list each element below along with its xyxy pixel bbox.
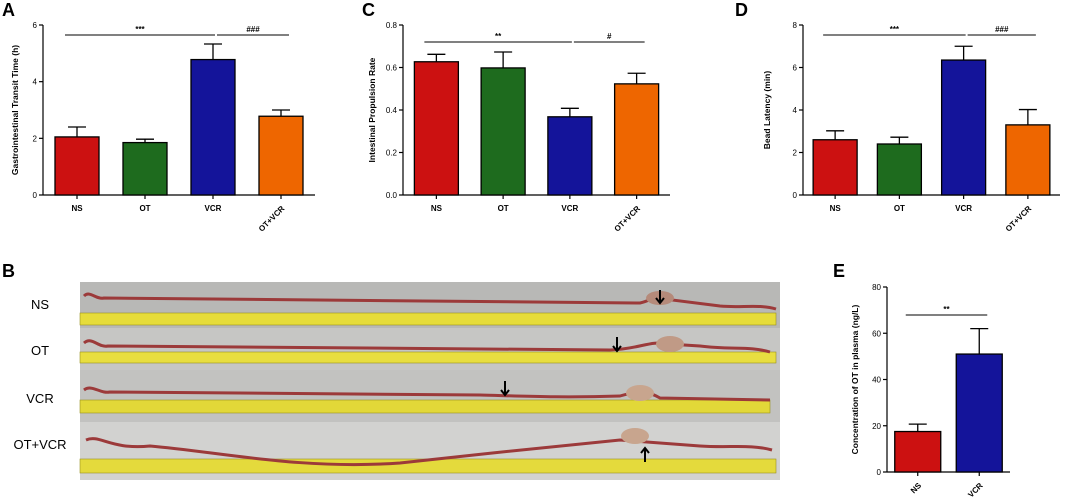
y-tick-label: 4 (793, 106, 798, 115)
x-tick-label: NS (830, 204, 842, 213)
bar-vcr (547, 116, 593, 196)
row-label-vcr: VCR (26, 391, 53, 406)
bar-ot (122, 141, 168, 196)
row-label-otvcr: OT+VCR (13, 437, 66, 452)
y-tick-label: 0 (33, 191, 38, 200)
bead-region-ot (656, 336, 684, 352)
y-tick-label: 8 (793, 21, 798, 30)
y-tick-label: 60 (872, 329, 881, 338)
bar-vcr (955, 353, 1003, 473)
ruler-ns (79, 312, 777, 326)
significance-label: # (607, 32, 612, 41)
row-label-ot: OT (31, 343, 49, 358)
chart-intestinal-propulsion-rate: 0.0 0.2 0.4 0.6 0.8 Intestinal Propulsion Rat… (367, 21, 670, 234)
arrow-down-icon (612, 337, 622, 353)
intestine-ot (83, 339, 771, 354)
x-tick-label: NS (909, 481, 924, 496)
ruler-ot (79, 351, 777, 364)
x-tick-label: OT+VCR (257, 204, 287, 234)
chart-bead-latency: 0 2 4 6 8 Bead Latency (min) NS OT VCR OT+VCR *** #… (762, 21, 1060, 234)
x-tick-label: VCR (966, 481, 984, 499)
y-tick-label: 80 (872, 283, 881, 292)
y-tick-label: 0.4 (386, 106, 398, 115)
chart-ot-plasma-concentration: 0 20 40 60 80 Concentration of OT in plasma (… (850, 283, 1010, 499)
y-tick-label: 2 (793, 149, 798, 158)
y-tick-label: 0.2 (386, 149, 398, 158)
bar-ns (54, 136, 100, 196)
x-tick-label: VCR (205, 204, 222, 213)
bar-ot-vcr (613, 83, 660, 196)
y-tick-label: 0 (793, 191, 798, 200)
y-tick-label: 6 (793, 64, 798, 73)
bar-ns (812, 139, 858, 196)
y-tick-label: 0.8 (386, 21, 398, 30)
x-tick-label: OT (498, 204, 509, 213)
significance-label: ** (495, 32, 502, 41)
bar-vcr (190, 58, 236, 196)
ruler-vcr (79, 399, 771, 414)
bar-ns (413, 61, 460, 196)
significance-label: *** (135, 25, 145, 34)
x-tick-label: OT (894, 204, 905, 213)
bar-ot (876, 143, 923, 196)
x-tick-label: VCR (955, 204, 972, 213)
significance-label: ** (943, 305, 950, 314)
x-tick-label: NS (71, 204, 83, 213)
panel-letter-a: A (2, 0, 15, 20)
panel-letter-d: D (735, 0, 748, 20)
bar-ot-vcr (1005, 124, 1051, 196)
y-tick-label: 20 (872, 422, 881, 431)
bar-ot-vcr (258, 115, 304, 196)
y-tick-label: 0 (877, 468, 882, 477)
panel-letter-c: C (362, 0, 375, 20)
y-axis-label: Gastrointestinal Transit Time (h) (10, 45, 20, 175)
significance-label: ### (246, 25, 260, 34)
y-tick-label: 0.0 (386, 191, 398, 200)
intestine-photograph (79, 282, 780, 480)
y-tick-label: 2 (33, 134, 38, 143)
row-label-ns: NS (31, 297, 49, 312)
bar-ns (894, 430, 942, 473)
intestine-otvcr (85, 437, 773, 467)
x-tick-label: OT (139, 204, 150, 213)
y-tick-label: 40 (872, 376, 881, 385)
y-tick-label: 0.6 (386, 64, 398, 73)
y-tick-label: 6 (33, 21, 38, 30)
y-axis-label: Intestinal Propulsion Rate (367, 57, 377, 162)
y-axis-label: Concentration of OT in plasma (ng/L) (850, 304, 860, 454)
arrow-down-icon (500, 381, 510, 397)
significance-label: *** (890, 25, 900, 34)
y-axis-label: Bead Latency (min) (762, 71, 772, 150)
x-tick-label: NS (431, 204, 443, 213)
significance-label: ### (995, 25, 1009, 34)
bar-ot (480, 67, 526, 196)
x-tick-label: OT+VCR (1004, 204, 1034, 234)
x-tick-label: VCR (561, 204, 578, 213)
panel-letter-b: B (2, 261, 15, 281)
bead-region-vcr (626, 385, 654, 401)
x-tick-label: OT+VCR (613, 204, 643, 234)
bar-vcr (940, 59, 987, 196)
bead-region-otvcr (621, 428, 649, 444)
chart-gastrointestinal-transit-time: 0 2 4 6 Gastrointestinal Transit Time (h) NS O… (10, 21, 315, 234)
panel-letter-e: E (833, 261, 845, 281)
arrow-down-icon (655, 290, 665, 305)
arrow-up-icon (640, 446, 650, 462)
y-tick-label: 4 (33, 78, 38, 87)
